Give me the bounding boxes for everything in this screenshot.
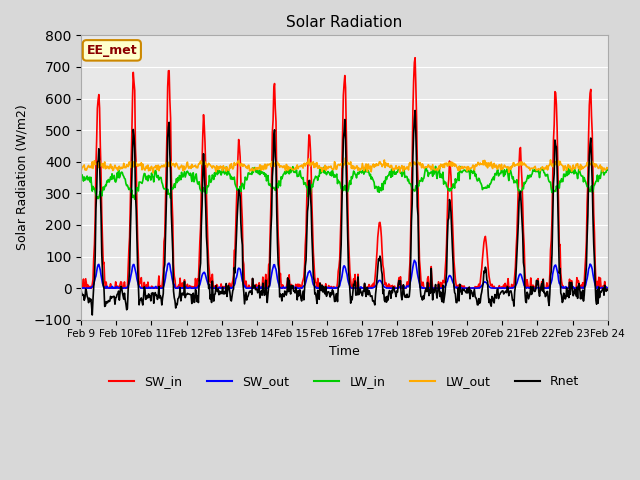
LW_out xyxy=(604,166,611,171)
LW_in xyxy=(142,176,150,181)
Line: SW_in: SW_in xyxy=(81,58,607,288)
LW_out xyxy=(149,170,157,176)
Rnet xyxy=(142,297,150,302)
SW_out xyxy=(425,285,433,291)
SW_in xyxy=(78,285,86,291)
SW_in xyxy=(412,55,419,60)
LW_in xyxy=(424,173,432,179)
Rnet xyxy=(87,296,95,302)
LW_out xyxy=(77,167,85,173)
Title: Solar Radiation: Solar Radiation xyxy=(286,15,403,30)
SW_in xyxy=(409,107,417,112)
Rnet xyxy=(77,288,85,294)
LW_in xyxy=(131,196,138,202)
SW_out xyxy=(78,285,86,291)
LW_out xyxy=(410,159,417,165)
Rnet xyxy=(88,312,96,318)
SW_out xyxy=(142,284,150,290)
SW_out xyxy=(88,284,95,290)
LW_in xyxy=(409,186,417,192)
Rnet xyxy=(195,278,203,284)
LW_in xyxy=(604,167,611,173)
Rnet xyxy=(223,294,231,300)
SW_out xyxy=(410,257,418,263)
Rnet xyxy=(409,154,417,159)
LW_out xyxy=(223,164,231,170)
Rnet xyxy=(604,288,611,293)
SW_in xyxy=(142,285,150,291)
Line: LW_out: LW_out xyxy=(81,158,607,173)
Legend: SW_in, SW_out, LW_in, LW_out, Rnet: SW_in, SW_out, LW_in, LW_out, Rnet xyxy=(104,370,584,393)
LW_out xyxy=(141,168,149,173)
Y-axis label: Solar Radiation (W/m2): Solar Radiation (W/m2) xyxy=(15,105,28,251)
SW_in xyxy=(425,285,433,291)
SW_out xyxy=(409,264,417,270)
Rnet xyxy=(425,293,433,299)
SW_in xyxy=(223,285,231,291)
SW_out xyxy=(223,285,231,291)
Line: Rnet: Rnet xyxy=(81,110,607,315)
LW_out xyxy=(342,155,349,161)
SW_out xyxy=(604,285,611,290)
LW_in xyxy=(456,164,463,169)
Text: EE_met: EE_met xyxy=(86,44,137,57)
Rnet xyxy=(412,108,419,113)
SW_in xyxy=(195,258,203,264)
LW_out xyxy=(425,163,433,169)
LW_in xyxy=(195,179,203,185)
SW_out xyxy=(77,285,85,291)
SW_in xyxy=(77,282,85,288)
LW_out xyxy=(195,161,203,167)
X-axis label: Time: Time xyxy=(329,345,360,358)
LW_in xyxy=(77,173,85,179)
LW_out xyxy=(87,163,95,169)
Line: LW_in: LW_in xyxy=(81,167,607,199)
SW_in xyxy=(88,285,95,291)
LW_in xyxy=(223,172,231,178)
SW_in xyxy=(604,285,611,291)
SW_out xyxy=(195,283,203,289)
LW_in xyxy=(87,174,95,180)
Line: SW_out: SW_out xyxy=(81,260,607,288)
